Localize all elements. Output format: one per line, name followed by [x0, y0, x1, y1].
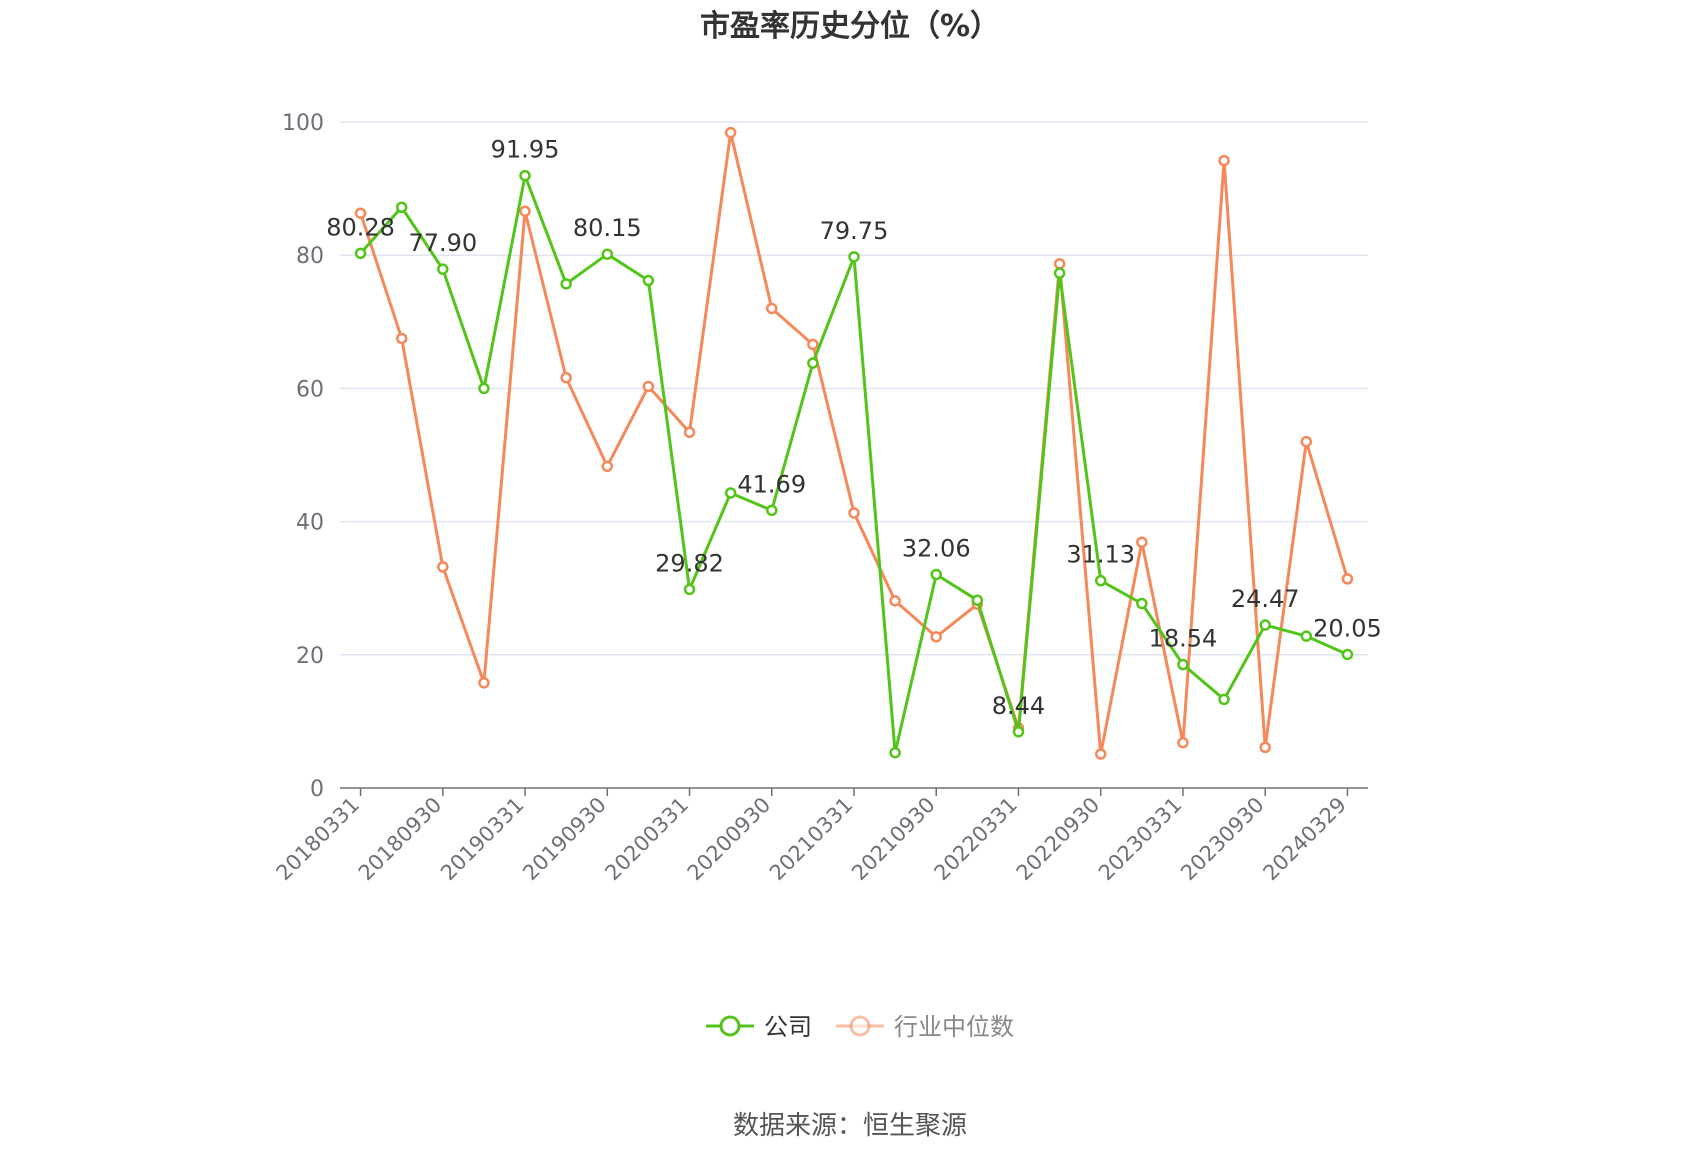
- data-point-company: [642, 274, 655, 287]
- x-tick-label: 20230331: [1094, 793, 1187, 886]
- data-point-company: [1341, 648, 1354, 661]
- chart-title: 市盈率历史分位（%）: [699, 9, 1001, 44]
- data-point-industry: [1259, 741, 1271, 754]
- x-tick-label: 20200930: [683, 793, 776, 886]
- data-label: 91.95: [491, 136, 560, 164]
- data-point-industry: [560, 371, 572, 384]
- data-point-company: [1259, 619, 1271, 631]
- legend-label: 公司: [764, 1013, 812, 1041]
- data-point-company: [395, 201, 408, 213]
- data-label: 24.47: [1231, 585, 1300, 613]
- data-point-industry: [930, 631, 942, 643]
- data-point-industry: [807, 338, 819, 351]
- x-tick-label: 20190930: [518, 793, 611, 886]
- x-tick-label: 20210930: [847, 793, 940, 886]
- data-point-industry: [642, 380, 655, 393]
- x-tick-label: 20200331: [601, 793, 694, 886]
- data-label: 31.13: [1066, 541, 1135, 569]
- y-tick-label: 100: [282, 111, 324, 136]
- data-point-company: [1300, 630, 1313, 642]
- data-point-industry: [1341, 573, 1354, 585]
- y-tick-label: 0: [310, 777, 324, 802]
- legend-marker-icon: [719, 1015, 741, 1037]
- data-point-industry: [848, 507, 860, 519]
- data-point-industry: [437, 561, 449, 573]
- x-tick-label: 20190331: [436, 793, 529, 886]
- data-point-industry: [766, 302, 778, 315]
- legend-label: 行业中位数: [894, 1013, 1014, 1041]
- data-point-industry: [519, 205, 531, 217]
- data-label: 18.54: [1149, 625, 1218, 653]
- legend-item-industry: 行业中位数: [836, 1013, 1014, 1041]
- data-point-industry: [1136, 536, 1148, 548]
- source-note: 数据来源：恒生聚源: [732, 1111, 967, 1141]
- legend-item-company: 公司: [706, 1013, 812, 1041]
- data-point-industry: [1094, 748, 1107, 760]
- x-tick-label: 20180930: [354, 793, 447, 886]
- data-label: 8.44: [992, 692, 1045, 720]
- data-point-company: [930, 568, 942, 581]
- x-tick-label: 20220331: [929, 793, 1022, 886]
- data-point-company: [971, 594, 984, 606]
- data-label: 41.69: [737, 470, 806, 498]
- data-point-industry: [601, 460, 614, 473]
- data-point-company: [354, 247, 367, 260]
- data-point-company: [848, 251, 860, 263]
- y-tick-label: 80: [296, 244, 324, 269]
- legend-marker-icon: [849, 1015, 871, 1037]
- data-point-industry: [683, 426, 696, 439]
- data-point-industry: [354, 207, 367, 219]
- data-point-industry: [395, 332, 408, 345]
- data-point-company: [807, 357, 819, 369]
- data-point-company: [724, 487, 737, 499]
- data-point-company: [889, 746, 901, 759]
- data-point-company: [437, 263, 449, 275]
- data-point-company: [478, 382, 490, 395]
- data-point-industry: [1053, 258, 1066, 270]
- data-label: 32.06: [902, 534, 971, 562]
- data-point-company: [1012, 726, 1025, 738]
- x-tick-label: 20210331: [765, 793, 858, 886]
- data-label: 29.82: [655, 549, 724, 577]
- x-tick-label: 20240329: [1258, 793, 1351, 886]
- y-tick-label: 60: [296, 377, 324, 402]
- y-tick-label: 20: [296, 644, 324, 669]
- x-tick-label: 20180331: [272, 793, 365, 886]
- x-tick-label: 20220930: [1012, 793, 1105, 886]
- data-point-company: [1136, 597, 1148, 610]
- legend: 公司 行业中位数: [706, 1013, 1014, 1041]
- data-point-company: [1053, 267, 1066, 279]
- data-point-company: [519, 169, 531, 182]
- data-label: 79.75: [820, 217, 889, 245]
- data-point-company: [560, 278, 572, 290]
- data-point-industry: [478, 677, 490, 689]
- data-point-company: [1094, 574, 1107, 587]
- data-label: 80.28: [326, 213, 395, 241]
- data-label: 80.15: [573, 214, 642, 242]
- data-label: 77.90: [408, 229, 477, 257]
- data-label: 20.05: [1313, 614, 1382, 642]
- x-tick-label: 20230930: [1176, 793, 1269, 886]
- data-point-company: [1218, 693, 1230, 706]
- data-point-industry: [1177, 736, 1189, 749]
- data-point-industry: [1218, 154, 1230, 167]
- data-point-industry: [889, 595, 901, 607]
- data-point-industry: [724, 126, 737, 139]
- data-point-company: [683, 583, 696, 596]
- y-tick-label: 40: [296, 511, 324, 536]
- data-point-company: [766, 504, 778, 517]
- data-point-industry: [1300, 435, 1313, 448]
- data-point-company: [601, 248, 614, 260]
- data-point-company: [1177, 658, 1189, 671]
